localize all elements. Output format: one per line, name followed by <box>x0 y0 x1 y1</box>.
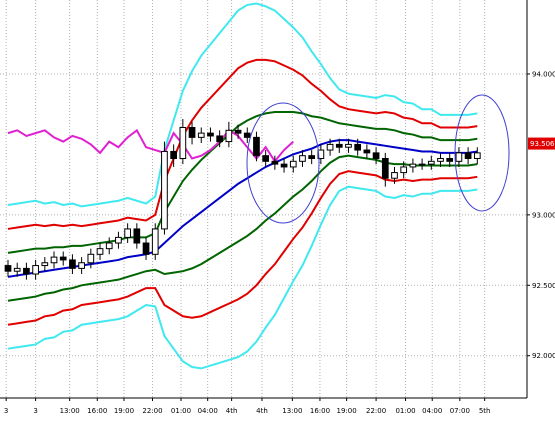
band-line <box>7 128 294 164</box>
candle-body <box>124 228 131 238</box>
candle-body <box>289 160 297 168</box>
x-tick-label: 19:00 <box>114 407 134 415</box>
candle-body <box>50 256 58 264</box>
candle-body <box>96 248 104 255</box>
x-tick-label: 4th <box>226 407 238 415</box>
grid <box>0 0 527 398</box>
candle-body <box>151 228 159 255</box>
candle-body <box>13 267 21 272</box>
candle-body <box>115 236 122 244</box>
candle-body <box>69 259 76 269</box>
candle-body <box>446 157 454 162</box>
y-tick-label: 92.000 <box>532 352 555 360</box>
candle-body <box>142 242 150 255</box>
candle-body <box>32 265 39 275</box>
candle-body <box>317 149 325 159</box>
band-line <box>7 2 478 208</box>
candle-body <box>464 152 472 159</box>
x-tick-label: 16:00 <box>310 407 330 415</box>
x-tick-label: 04:00 <box>422 407 442 415</box>
candle-body <box>225 129 233 143</box>
candle-body <box>372 152 380 159</box>
candle-body <box>409 163 417 168</box>
candle-body <box>87 253 95 264</box>
y-tick-label: 93.000 <box>532 211 555 219</box>
candle-body <box>78 262 85 269</box>
candle-body <box>400 166 408 174</box>
candle-body <box>59 256 67 261</box>
x-tick-label: 19:00 <box>337 407 357 415</box>
x-tick-label: 3 <box>4 407 8 415</box>
x-tick-label: 5th <box>479 407 491 415</box>
x-tick-label: 01:00 <box>395 407 415 415</box>
candle-body <box>207 132 214 137</box>
current-price-box <box>528 137 555 150</box>
candle-body <box>23 267 30 275</box>
x-tick-label: 07:00 <box>450 407 470 415</box>
x-tick-label: 04:00 <box>198 407 218 415</box>
candle-body <box>41 262 49 267</box>
y-tick-label: 94.000 <box>532 70 555 78</box>
x-tick-label: 22:00 <box>366 407 386 415</box>
candle-body <box>308 155 316 159</box>
candle-body <box>234 129 242 134</box>
candle-body <box>161 150 168 230</box>
x-tick-label: 13:00 <box>60 407 80 415</box>
axes: 94.000 93.000 92.500 92.000 3 3 13:00 16:00 19:0… <box>4 70 555 415</box>
candle-body <box>427 160 435 165</box>
candle-body <box>197 132 205 138</box>
highlight-ellipse <box>454 94 510 212</box>
candle-body <box>473 152 481 159</box>
x-tick-label: 22:00 <box>142 407 162 415</box>
y-tick-label: 92.500 <box>532 282 555 290</box>
band-line <box>7 154 478 302</box>
band-line <box>7 58 478 230</box>
plot-area <box>4 2 481 370</box>
candle-body <box>105 242 113 250</box>
candle-body <box>391 172 398 179</box>
band-line <box>7 139 478 278</box>
candle-body <box>354 143 362 151</box>
candle-body <box>179 127 187 159</box>
current-price-label: 93.506 <box>530 140 555 148</box>
band-line <box>7 185 478 370</box>
candle-body <box>280 163 288 168</box>
x-tick-label: 13:00 <box>282 407 302 415</box>
highlight-ellipse <box>246 102 320 224</box>
x-tick-label: 4th <box>256 407 268 415</box>
candle-body <box>381 157 389 179</box>
x-tick-label: 3 <box>33 407 37 415</box>
candle-body <box>335 143 343 148</box>
x-tick-label: 01:00 <box>171 407 191 415</box>
x-tick-label: 16:00 <box>87 407 107 415</box>
candle-body <box>216 135 224 143</box>
candle-body <box>4 265 12 272</box>
candle-body <box>455 152 463 162</box>
candle-body <box>262 155 270 162</box>
band-line <box>7 170 478 326</box>
band-line <box>7 111 478 254</box>
candle-body <box>363 149 371 154</box>
candle-body <box>345 143 352 148</box>
candle-body <box>271 160 279 165</box>
candle-body <box>133 228 141 244</box>
candle-body <box>418 163 426 166</box>
candle-body <box>326 143 334 151</box>
candle-body <box>188 127 196 138</box>
candle-body <box>253 136 260 157</box>
candle-body <box>170 150 177 159</box>
candle-body <box>243 132 251 138</box>
candle-body <box>437 157 444 162</box>
candle-body <box>299 155 306 162</box>
